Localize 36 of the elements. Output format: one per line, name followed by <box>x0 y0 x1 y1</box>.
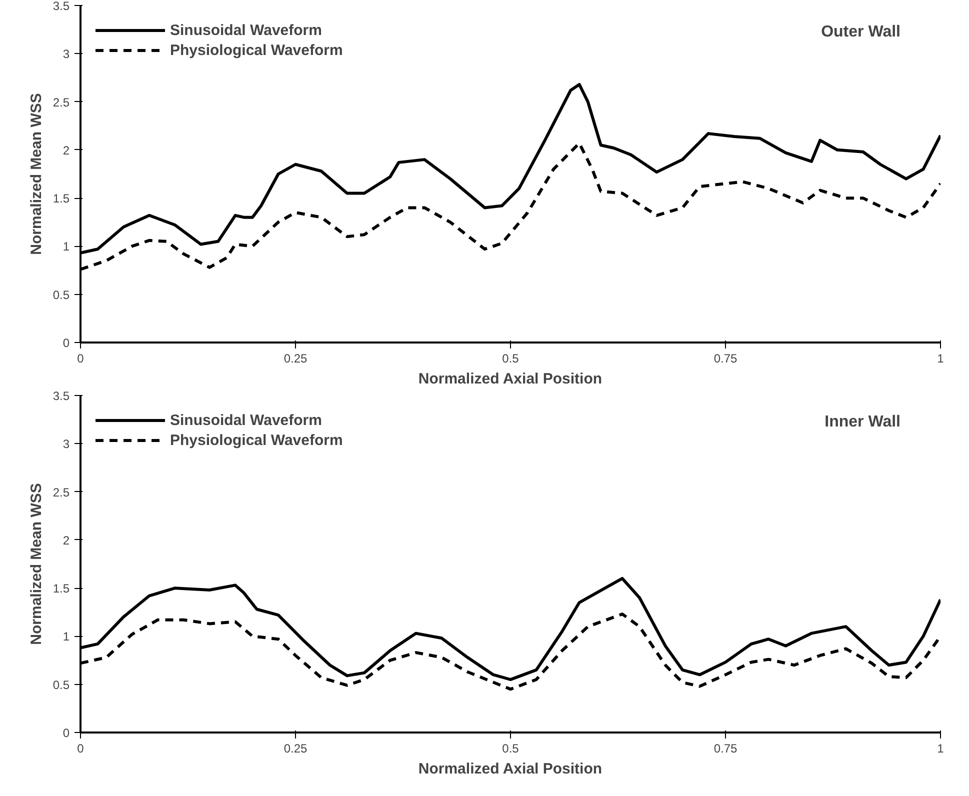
y-tick-label: 3 <box>62 47 70 62</box>
annotation: Inner Wall <box>824 414 900 430</box>
y-tick-label: 1.5 <box>52 582 70 596</box>
x-tick-label: 0.75 <box>714 352 738 366</box>
annotation: Outer Wall <box>821 24 901 40</box>
y-axis-title: Normalized Mean WSS <box>28 483 45 645</box>
x-tick-label: 1 <box>937 742 944 756</box>
y-tick-label: 2 <box>62 143 70 158</box>
x-tick-label: 0 <box>77 352 84 366</box>
y-tick-label: 1 <box>62 240 70 254</box>
y-tick-label: 0 <box>62 726 70 740</box>
y-tick-label: 3.5 <box>52 0 70 13</box>
x-tick-label: 0.5 <box>502 742 520 756</box>
x-tick-label: 0.25 <box>284 352 308 366</box>
x-tick-label: 0 <box>77 742 84 756</box>
x-tick-label: 1 <box>937 352 944 366</box>
y-tick-label: 2.5 <box>52 485 70 500</box>
legend-label: Sinusoidal Waveform <box>170 412 322 428</box>
x-axis-title: Normalized Axial Position <box>418 760 602 778</box>
y-tick-label: 3 <box>62 437 70 452</box>
legend-label: Physiological Waveform <box>170 42 343 58</box>
x-tick-label: 0.5 <box>502 352 520 366</box>
y-axis-title: Normalized Mean WSS <box>28 93 45 255</box>
legend-label: Sinusoidal Waveform <box>170 22 322 38</box>
y-tick-label: 2.5 <box>52 95 70 110</box>
y-tick-label: 0 <box>62 336 70 350</box>
y-tick-label: 1.5 <box>52 192 70 206</box>
y-tick-label: 1 <box>62 630 70 644</box>
x-tick-label: 0.75 <box>714 742 738 756</box>
y-tick-label: 2 <box>62 533 70 548</box>
legend-label: Physiological Waveform <box>170 432 343 448</box>
x-tick-label: 0.25 <box>284 742 308 756</box>
x-axis-title: Normalized Axial Position <box>418 370 602 388</box>
y-tick-label: 0.5 <box>52 678 70 692</box>
y-tick-label: 3.5 <box>52 389 70 403</box>
y-tick-label: 0.5 <box>52 288 70 302</box>
